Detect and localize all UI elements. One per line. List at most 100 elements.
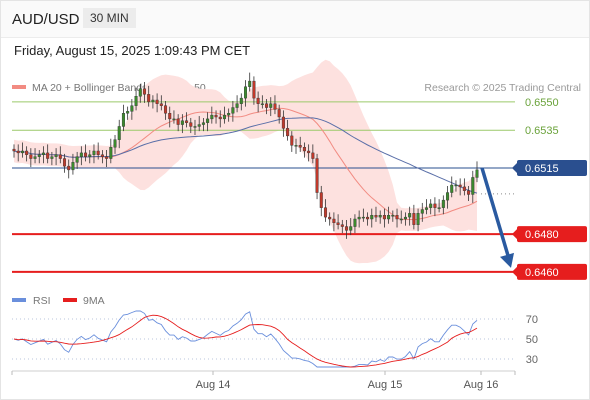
candle	[58, 146, 62, 164]
candle	[50, 151, 54, 166]
candle	[117, 119, 121, 149]
projection-arrow-head	[500, 252, 514, 268]
candle	[243, 80, 247, 107]
candle	[96, 142, 100, 160]
candle	[323, 199, 327, 222]
bollinger-band-area	[14, 59, 477, 264]
candle	[37, 150, 41, 164]
candle	[75, 151, 79, 169]
legend-label-9ma: 9MA	[83, 295, 105, 307]
chart-canvas: MA 20 + Bollinger Bands MA 50 Research ©…	[11, 59, 587, 391]
candle	[332, 212, 336, 232]
candle	[265, 99, 269, 115]
candle	[248, 72, 252, 92]
candle	[20, 142, 24, 158]
candle	[446, 185, 450, 209]
candle	[454, 180, 458, 192]
candle	[315, 153, 319, 200]
candle	[450, 176, 454, 198]
candle	[273, 95, 277, 115]
candle	[420, 202, 424, 222]
candle	[121, 104, 125, 132]
candle	[382, 208, 386, 228]
x-tick-label-0: Aug 14	[196, 379, 231, 391]
candle	[353, 214, 357, 234]
projection-arrow-shaft	[480, 167, 511, 260]
price-level-label-0: 0.6550	[525, 97, 559, 109]
candle	[138, 83, 142, 103]
candle	[109, 138, 113, 164]
candle	[429, 199, 433, 215]
candle	[210, 106, 214, 124]
candle	[471, 170, 475, 203]
price-level-pointer-4	[512, 265, 518, 278]
candle	[269, 97, 273, 117]
candle	[29, 148, 33, 168]
candle	[391, 210, 395, 222]
candle	[345, 219, 349, 239]
candle	[311, 144, 315, 164]
rsi-legend: RSI 9MA	[12, 295, 105, 307]
candle	[180, 114, 184, 134]
candle	[467, 185, 471, 202]
bollinger-bands	[14, 59, 477, 264]
candle	[349, 218, 353, 236]
candle	[172, 110, 176, 124]
x-axis: Aug 14 Aug 15 Aug 16	[11, 370, 516, 391]
price-level-label-4: 0.6460	[525, 267, 559, 279]
candle	[41, 146, 45, 164]
candle	[92, 144, 96, 164]
candle	[286, 119, 290, 141]
legend-label-ma20: MA 20 + Bollinger Bands	[32, 82, 147, 94]
timeframe-badge[interactable]: 30 MIN	[83, 8, 136, 28]
candle	[71, 153, 75, 175]
rsi-lines	[13, 310, 478, 368]
candle	[189, 117, 193, 134]
candle	[378, 210, 382, 224]
legend-swatch-9ma	[63, 298, 77, 302]
candle	[159, 95, 163, 111]
candle	[399, 210, 403, 224]
candle	[252, 76, 256, 105]
candle	[142, 82, 146, 103]
candle	[260, 95, 264, 109]
candle	[403, 212, 407, 226]
candle	[437, 199, 441, 213]
symbol-label: AUD/USD	[12, 11, 80, 28]
candle	[113, 134, 117, 154]
candle	[79, 146, 83, 166]
candle	[235, 95, 239, 113]
candle	[197, 116, 201, 132]
candle	[63, 153, 67, 173]
candle	[201, 117, 205, 132]
candle	[256, 91, 260, 113]
candle	[281, 110, 285, 137]
candle	[185, 112, 189, 128]
candle	[370, 208, 374, 228]
candle	[366, 212, 370, 226]
candle	[227, 108, 231, 122]
rsi-tick-label-0: 30	[526, 354, 538, 366]
candle	[46, 144, 50, 164]
candle	[416, 208, 420, 232]
candle	[307, 144, 311, 162]
candle	[130, 99, 134, 120]
price-level-tag-2	[517, 160, 587, 176]
candle	[302, 142, 306, 158]
candle	[16, 144, 20, 162]
candle	[168, 106, 172, 128]
candle	[387, 206, 391, 224]
candle	[218, 110, 222, 128]
candle	[25, 146, 29, 162]
candle	[298, 136, 302, 152]
price-levels	[12, 101, 515, 273]
candle	[408, 206, 412, 226]
candle	[458, 178, 462, 196]
candle	[231, 100, 235, 122]
candlesticks	[12, 72, 479, 239]
x-tick-label-1: Aug 15	[368, 379, 403, 391]
candle	[361, 208, 365, 222]
candle	[340, 219, 344, 234]
price-level-label-2: 0.6515	[525, 163, 559, 175]
